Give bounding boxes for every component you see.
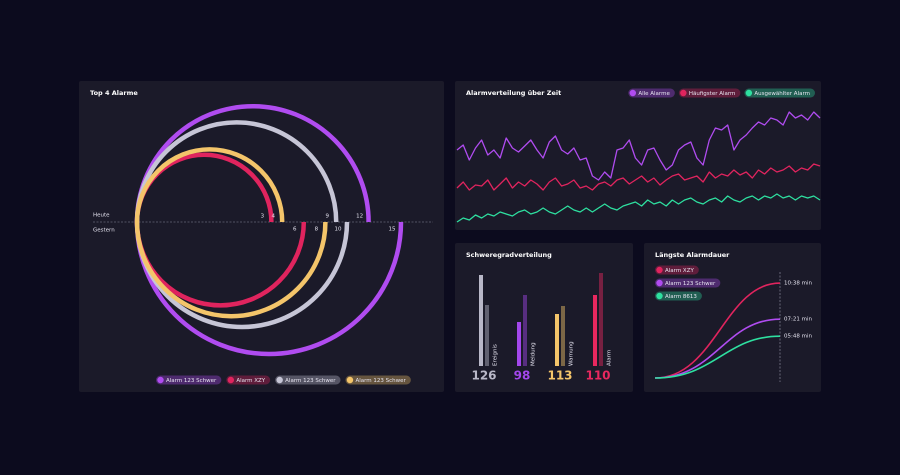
legend-dot <box>157 376 164 384</box>
legend-chip <box>226 375 271 385</box>
arc <box>134 147 285 223</box>
value-label: 9 <box>325 214 329 220</box>
legend-item: Alarm 123 Schwer <box>655 278 721 288</box>
legend-label: Alarm 123 Schwer <box>166 378 217 384</box>
legend-chip <box>744 88 815 98</box>
arc <box>134 221 328 319</box>
panel-title: Schweregradverteilung <box>466 251 552 259</box>
bar <box>523 295 527 366</box>
panel <box>644 243 821 392</box>
arc <box>134 221 404 357</box>
legend-chip <box>678 88 741 98</box>
bar <box>561 306 565 366</box>
legend-item: Alarm XZY <box>226 375 271 385</box>
duration-curve <box>654 318 781 379</box>
legend-label: Ausgewählter Alarm <box>754 91 810 97</box>
legend-item: Alle Alarme <box>628 88 675 98</box>
legend-item: Alarm 123 Schwer <box>275 375 341 385</box>
legend-dot <box>745 89 753 97</box>
value-label: 3 <box>261 214 265 220</box>
legend-item: Ausgewählter Alarm <box>744 88 815 98</box>
value-label: 10:38 min <box>784 281 812 287</box>
legend-label: Alle Alarme <box>638 91 670 97</box>
value-label: 12 <box>356 214 363 220</box>
legend-label: Alarm 123 Schwer <box>355 378 406 384</box>
legend-item: Häufigster Alarm <box>678 88 741 98</box>
total-label: 126 <box>471 369 496 383</box>
legend-item: Alarm 123 Schwer <box>156 375 222 385</box>
value-label: 4 <box>271 214 275 220</box>
total-label: 110 <box>585 369 610 383</box>
category-label: Ereignis <box>493 344 499 366</box>
category-label: Warnung <box>569 341 575 366</box>
category-label: Alarm <box>607 350 613 366</box>
legend-dot <box>656 279 663 287</box>
bar <box>485 305 489 366</box>
value-label: 10 <box>335 227 342 233</box>
series-line <box>456 163 821 191</box>
total-label: 98 <box>514 369 531 383</box>
value-label: 05:48 min <box>784 334 812 340</box>
legend-dot <box>656 292 663 300</box>
bar <box>517 322 521 366</box>
bar <box>479 275 483 366</box>
legend-item: Alarm XZY <box>655 265 699 275</box>
panel-title: Top 4 Alarme <box>90 89 138 97</box>
legend-chip <box>345 375 411 385</box>
duration-curve <box>654 282 781 379</box>
arc <box>134 120 339 223</box>
legend-chip <box>655 291 702 301</box>
legend-chip <box>156 375 222 385</box>
legend-chip <box>628 88 675 98</box>
value-label: 07:21 min <box>784 317 812 323</box>
legend-dot <box>656 266 663 274</box>
row-label: Gestern <box>93 228 115 234</box>
total-label: 113 <box>547 369 572 383</box>
bar <box>555 314 559 366</box>
value-label: 6 <box>293 227 297 233</box>
series-line <box>456 111 821 181</box>
panel-title: Alarmverteilung über Zeit <box>466 89 561 97</box>
legend-label: Alarm 123 Schwer <box>665 281 716 287</box>
legend-dot <box>346 376 354 384</box>
legend-dot <box>680 89 687 97</box>
legend-label: Alarm XZY <box>236 378 265 384</box>
series-line <box>456 193 821 223</box>
bar <box>593 295 597 366</box>
legend-dot <box>629 89 637 97</box>
panel <box>455 243 633 392</box>
panel <box>455 81 821 230</box>
value-label: 15 <box>389 227 396 233</box>
legend-label: Alarm 123 Schwer <box>285 378 336 384</box>
category-label: Meldung <box>531 342 537 366</box>
legend-label: Alarm 8613 <box>665 294 697 300</box>
legend-chip <box>655 265 699 275</box>
bar <box>599 273 603 366</box>
legend-chip <box>655 278 721 288</box>
legend-label: Alarm XZY <box>665 268 694 274</box>
legend-label: Häufigster Alarm <box>689 91 736 97</box>
legend-item: Alarm 8613 <box>655 291 702 301</box>
duration-curve <box>654 335 781 379</box>
legend-chip <box>275 375 341 385</box>
legend-dot <box>276 376 283 384</box>
legend-dot <box>227 376 235 384</box>
row-label: Heute <box>93 213 110 219</box>
legend-item: Alarm 123 Schwer <box>345 375 411 385</box>
panel-title: Längste Alarmdauer <box>655 251 730 259</box>
value-label: 8 <box>315 227 319 233</box>
